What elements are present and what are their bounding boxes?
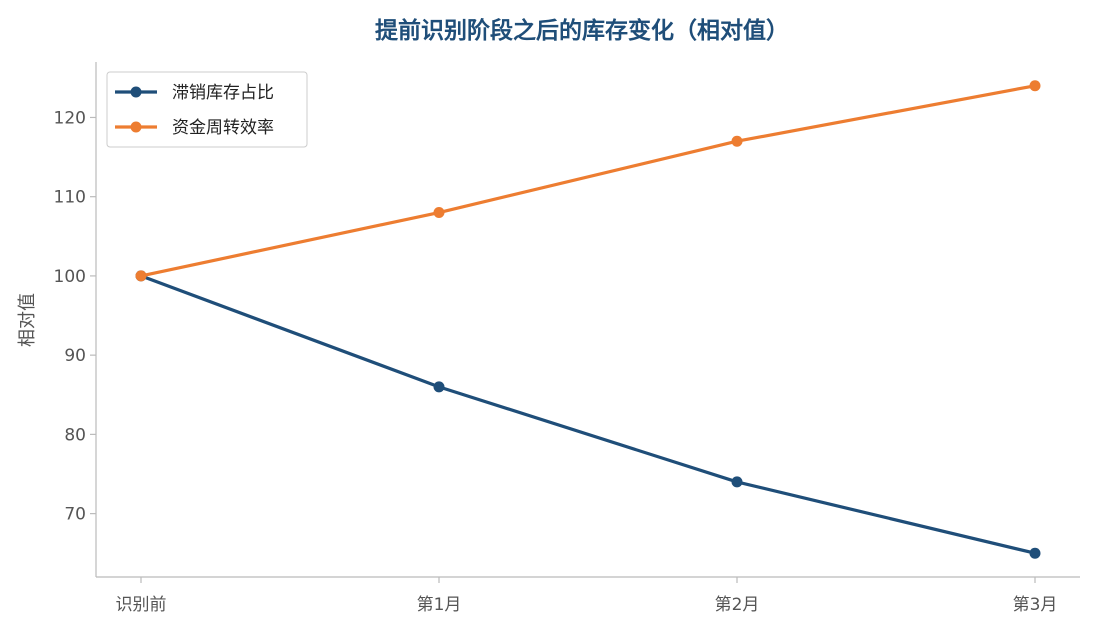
x-tick-label: 第1月 (417, 595, 462, 615)
y-axis-label: 相对值 (17, 293, 38, 347)
y-tick-label: 70 (64, 505, 86, 525)
x-ticks: 识别前 第1月 第2月 第3月 (116, 577, 1058, 615)
y-tick-label: 80 (64, 425, 86, 445)
data-point (1029, 80, 1041, 92)
legend-label: 资金周转效率 (172, 118, 274, 138)
data-point (433, 381, 445, 393)
x-tick-label: 第2月 (715, 595, 760, 615)
legend-marker (130, 121, 142, 133)
y-tick-label: 100 (54, 267, 86, 287)
series-line-2 (139, 84, 1037, 278)
data-point (135, 270, 147, 282)
y-tick-label: 120 (54, 108, 86, 128)
data-point (731, 476, 743, 488)
chart-title: 提前识别阶段之后的库存变化（相对值） (375, 17, 789, 44)
data-point (1029, 547, 1041, 559)
axes (95, 62, 1080, 578)
data-point (433, 207, 445, 219)
series-layer (135, 80, 1041, 559)
y-ticks: 70 80 90 100 110 120 (54, 108, 96, 525)
y-tick-label: 90 (64, 346, 86, 366)
x-tick-label: 第3月 (1013, 595, 1058, 615)
series-line-1 (139, 274, 1037, 555)
legend-marker (130, 86, 142, 98)
legend-label: 滞销库存占比 (172, 83, 274, 103)
x-tick-label: 识别前 (116, 595, 167, 615)
y-tick-label: 110 (54, 188, 86, 208)
data-point (731, 135, 743, 147)
